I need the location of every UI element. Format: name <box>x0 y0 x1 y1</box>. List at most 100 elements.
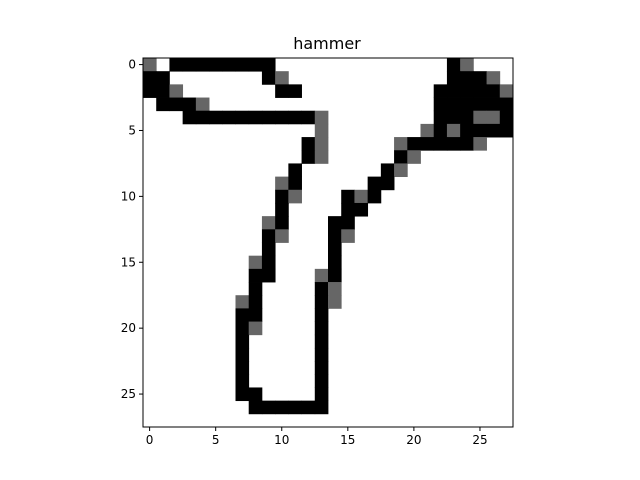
heatmap-cell <box>328 282 342 296</box>
heatmap-cell <box>314 110 329 125</box>
heatmap-cell <box>235 110 250 125</box>
heatmap-cell <box>486 84 501 98</box>
heatmap-cell <box>314 137 329 151</box>
heatmap-cell <box>261 242 276 257</box>
heatmap-cell <box>367 176 382 191</box>
heatmap-cell <box>314 123 329 138</box>
heatmap-cell <box>222 58 236 72</box>
heatmap-cell <box>235 334 250 349</box>
heatmap-cell <box>275 202 289 217</box>
y-tick-label: 5 <box>128 123 136 137</box>
heatmap-cell <box>248 282 263 296</box>
y-axis: 0 5 10 15 20 25 <box>121 58 143 401</box>
x-tick-label: 15 <box>340 433 355 447</box>
x-tick-label: 25 <box>472 433 487 447</box>
y-tick-label: 10 <box>121 189 136 203</box>
x-tick-label: 10 <box>274 433 289 447</box>
heatmap-cell <box>248 321 263 336</box>
heatmap-cell <box>209 110 223 125</box>
heatmap-cell <box>182 110 197 125</box>
heatmap-cell <box>143 84 157 98</box>
heatmap-cell <box>275 189 289 204</box>
heatmap-cell <box>433 123 448 138</box>
heatmap-cell <box>460 84 474 98</box>
heatmap-cell <box>195 97 210 112</box>
heatmap-cell <box>248 400 263 415</box>
heatmap-cell <box>420 137 435 151</box>
heatmap-cell <box>275 400 289 415</box>
heatmap-cell <box>275 229 289 243</box>
heatmap-cell <box>261 110 276 125</box>
heatmap-cell <box>314 295 329 309</box>
heatmap-cell <box>314 361 329 375</box>
heatmap-cell <box>473 97 487 112</box>
x-tick-label: 5 <box>212 433 220 447</box>
heatmap-cell <box>341 189 355 204</box>
heatmap-cell <box>446 137 461 151</box>
heatmap-cell <box>156 71 170 85</box>
heatmap-cell <box>433 137 448 151</box>
heatmap-cell <box>328 268 342 283</box>
x-tick-label: 0 <box>146 433 154 447</box>
heatmap-cell <box>275 176 289 191</box>
heatmap-cell <box>499 110 514 125</box>
x-axis: 0 5 10 15 20 25 <box>146 427 488 447</box>
heatmap-cell <box>301 150 316 164</box>
heatmap-cell <box>275 71 289 85</box>
heatmap-cell <box>341 216 355 230</box>
y-tick-label: 25 <box>121 387 136 401</box>
heatmap-cell <box>394 137 408 151</box>
heatmap-cell <box>261 71 276 85</box>
heatmap-cell <box>195 58 210 72</box>
heatmap-cell <box>446 123 461 138</box>
heatmap-cell <box>314 347 329 362</box>
heatmap-cell <box>394 163 408 178</box>
heatmap-cell <box>486 97 501 112</box>
heatmap-cell <box>473 137 487 151</box>
heatmap-cell <box>328 229 342 243</box>
axes-frame <box>142 57 514 428</box>
heatmap-cell <box>288 110 302 125</box>
heatmap-cell <box>473 110 487 125</box>
heatmap-cell <box>314 400 329 415</box>
heatmap-cell <box>156 84 170 98</box>
heatmap-cell <box>248 387 263 402</box>
y-tick-label: 20 <box>121 321 136 335</box>
heatmap-cell <box>261 229 276 243</box>
heatmap-cells <box>143 58 514 415</box>
heatmap-cell <box>328 255 342 270</box>
heatmap-cell <box>209 58 223 72</box>
heatmap-cell <box>182 58 197 72</box>
heatmap-cell <box>288 163 302 178</box>
heatmap-cell <box>248 268 263 283</box>
heatmap-cell <box>473 84 487 98</box>
heatmap-cell <box>235 308 250 322</box>
heatmap-cell <box>473 71 487 85</box>
heatmap-cell <box>446 58 461 72</box>
heatmap-cell <box>499 84 514 98</box>
heatmap-cell <box>314 268 329 283</box>
heatmap-cell <box>235 387 250 402</box>
heatmap-cell <box>420 123 435 138</box>
heatmap-cell <box>235 361 250 375</box>
heatmap-cell <box>261 216 276 230</box>
heatmap-cell <box>235 58 250 72</box>
heatmap-cell <box>169 58 184 72</box>
heatmap-cell <box>328 242 342 257</box>
heatmap-cell <box>460 137 474 151</box>
heatmap-cell <box>486 71 501 85</box>
heatmap-cell <box>182 97 197 112</box>
heatmap-cell <box>314 321 329 336</box>
heatmap-cell <box>354 202 369 217</box>
heatmap-cell <box>301 400 316 415</box>
heatmap-cell <box>275 84 289 98</box>
heatmap-cell <box>314 387 329 402</box>
heatmap-cell <box>261 400 276 415</box>
heatmap-cell <box>328 295 342 309</box>
heatmap-cell <box>446 97 461 112</box>
heatmap-cell <box>499 97 514 112</box>
heatmap-cell <box>367 189 382 204</box>
heatmap-cell <box>261 268 276 283</box>
heatmap-cell <box>143 71 157 85</box>
